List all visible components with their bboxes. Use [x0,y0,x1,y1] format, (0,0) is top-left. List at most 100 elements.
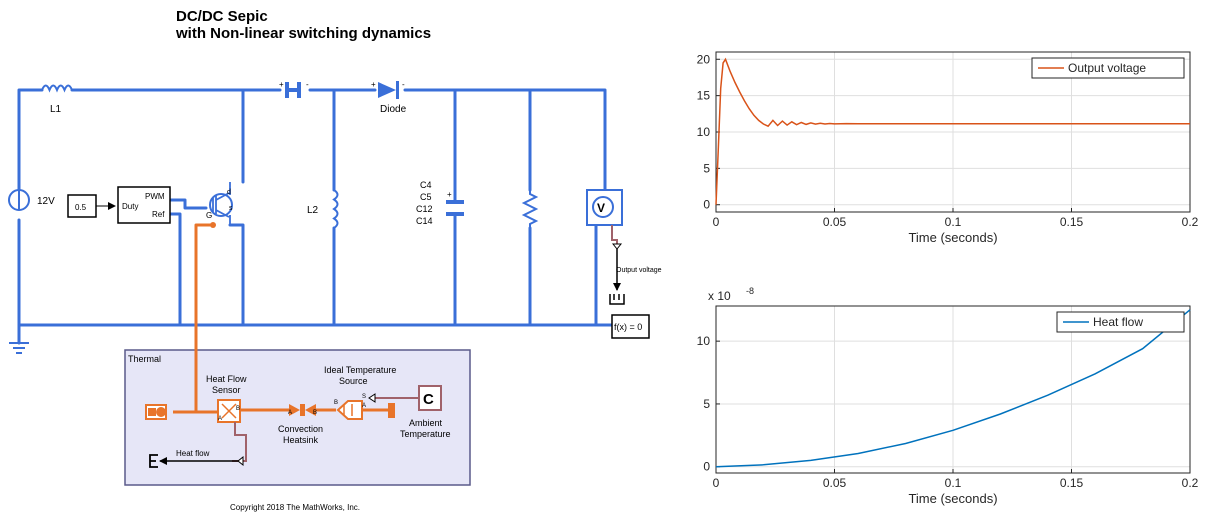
y-tick-label: 0 [703,460,710,474]
thermal-wires [173,223,388,414]
series-cap-minus: - [306,80,309,89]
heat-flow-plot[interactable]: 0 0.05 0.1 0.15 0.2 0 5 10 Heat flow Time (second… [697,286,1199,506]
voltmeter-glyph: V [597,201,605,215]
series-line [715,309,1191,468]
l2-label: L2 [307,205,319,216]
heat-flow-sensor-label-1: Heat Flow [206,374,247,384]
x-tick-label: 0.1 [945,476,962,490]
l1-label: L1 [50,104,62,115]
hfs-port-b: B [236,406,240,412]
cap-label-c4: C4 [420,180,432,190]
its-port-a: A [362,403,366,409]
y-scale-exponent: -8 [746,286,754,296]
thermal-port-dot [210,222,216,228]
conv-port-b: B [313,410,317,416]
axes-frame [715,51,1191,213]
diode-label: Diode [380,104,407,115]
wire-switch-source [228,223,245,327]
duty-value: 0.5 [75,203,87,212]
pwm-pwm-port: PWM [145,192,165,201]
y-tick-label: 10 [697,334,711,348]
copyright: Copyright 2018 The MathWorks, Inc. [230,503,360,512]
ambient-glyph: C [423,391,434,408]
y-tick-label: 15 [697,89,711,103]
cap-label-c5: C5 [420,192,432,202]
cap-label-c12: C12 [416,204,433,214]
convection-heatsink-block[interactable]: A B Convection Heatsink [278,404,323,445]
solver-configuration-block[interactable]: f(x) = 0 [604,314,650,339]
model-title: DC/DC Sepic with Non-linear switching dy… [176,8,431,42]
x-tick-label: 0.05 [823,215,847,229]
x-axis-label: Time (seconds) [908,491,997,506]
y-scale-factor: x 10 [708,289,731,303]
inductor-l1[interactable]: L1 [41,84,73,116]
x-tick-label: 0 [713,215,720,229]
x-tick-label: 0.2 [1182,476,1199,490]
pwm-duty-port: Duty [122,202,138,211]
series-line [715,57,1190,205]
solver-label: f(x) = 0 [614,322,642,332]
mosfet-switch[interactable]: G d s [206,182,233,225]
ambient-temperature-block[interactable]: C Ambient Temperature [400,385,451,439]
x-tick-label: 0.05 [823,476,847,490]
conv-port-a: A [288,410,292,416]
legend-box [1031,57,1185,79]
heat-flow-signal-label: Heat flow [176,449,210,458]
axes-frame [715,305,1191,474]
load-resistor[interactable] [521,190,539,228]
convection-label-1: Convection [278,424,323,434]
mosfet-g-label: G [206,211,212,220]
diode-plus: + [371,80,376,89]
hfs-port-a: A [218,416,222,422]
its-port-b: B [334,400,338,406]
x-tick-label: 0.15 [1060,476,1084,490]
thermal-title: Thermal [128,354,161,364]
duty-constant-block[interactable]: 0.5 [67,194,116,218]
series-cap-plus: + [279,80,284,89]
ideal-temperature-source-block[interactable]: B A S Ideal Temperature Source [324,365,419,420]
voltage-sensor-block[interactable]: V Output voltage [586,189,662,291]
inductor-l2[interactable]: L2 [307,189,339,229]
x-tick-label: 0.15 [1060,215,1084,229]
legend-box [1056,311,1185,333]
model-title-line1: DC/DC Sepic [176,8,268,25]
cap-bank-plus: + [447,190,452,199]
thermal-ground-icon [388,403,395,418]
convection-label-2: Heatsink [283,435,319,445]
output-terminator[interactable] [609,294,625,305]
ideal-temp-label-1: Ideal Temperature [324,365,396,375]
wire-top-3 [403,88,607,192]
thermal-reference-icon[interactable] [145,404,167,420]
x-axis-label: Time (seconds) [908,230,997,245]
y-tick-label: 5 [703,397,710,411]
pwm-generator-block[interactable]: Duty PWM Ref [117,186,171,224]
heat-flow-sensor-block[interactable]: Heat Flow Sensor A B Heat flow [149,374,247,468]
wire-left-top [17,88,44,202]
legend-label: Heat flow [1093,315,1143,329]
series-capacitor[interactable]: + - [279,80,309,98]
ambient-label-1: Ambient [409,418,443,428]
ideal-temp-label-2: Source [339,376,368,386]
wire-gate [168,198,208,210]
output-capacitor-bank[interactable]: + C4 C5 C12 C14 [416,180,464,226]
model-title-line2: with Non-linear switching dynamics [176,25,432,42]
x-tick-label: 0.2 [1182,215,1199,229]
mosfet-d-label: d [227,189,231,196]
dc-voltage-source[interactable]: 12V [8,189,55,211]
its-port-s: S [362,394,366,400]
wire-bottom [17,218,612,327]
y-tick-label: 20 [697,52,711,66]
pwm-ref-port: Ref [152,210,165,219]
output-voltage-plot[interactable]: 0 0.05 0.1 0.15 0.2 0 5 10 15 20 Output voltage Tim… [697,51,1199,245]
ground-icon [9,342,29,354]
wire-ref [168,212,182,327]
legend-label: Output voltage [1068,61,1146,75]
diode[interactable]: + - Diode [371,80,407,115]
source-label: 12V [37,196,55,207]
x-tick-label: 0 [713,476,720,490]
y-tick-label: 5 [703,161,710,175]
diode-minus: - [402,80,405,89]
thermal-panel: Thermal [124,349,471,486]
electrical-circuit [17,88,612,345]
ambient-label-2: Temperature [400,429,451,439]
